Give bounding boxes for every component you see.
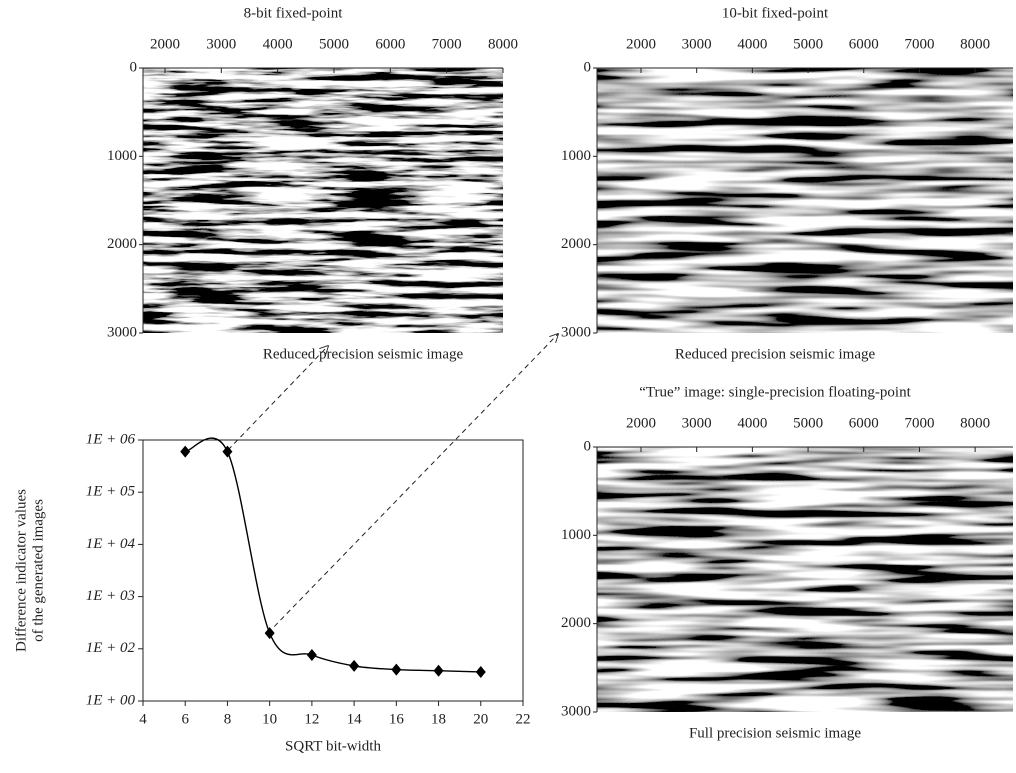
x-tick-label: 5000 — [793, 36, 823, 52]
y-tick-label: 1E + 05 — [86, 484, 136, 500]
arrow — [267, 334, 558, 634]
arrow — [227, 346, 328, 451]
x-tick-label: 5000 — [793, 415, 823, 431]
seismic-image — [597, 68, 1013, 333]
x-tick-label: 12 — [304, 711, 319, 727]
chart-title: 8-bit fixed-point — [244, 5, 344, 21]
seismic-image — [143, 68, 503, 333]
x-tick-label: 4000 — [737, 415, 767, 431]
x-tick-label: 6000 — [849, 36, 879, 52]
chart-title: “True” image: single-precision floating-… — [639, 384, 911, 400]
y-axis-label: of the generated images — [30, 499, 46, 642]
x-tick-label: 3000 — [206, 36, 236, 52]
x-tick-label: 20 — [473, 711, 488, 727]
y-tick-label: 2000 — [107, 236, 137, 252]
x-tick-label: 8000 — [960, 36, 990, 52]
x-tick-label: 2000 — [626, 415, 656, 431]
x-tick-label: 16 — [389, 711, 405, 727]
data-point — [433, 664, 444, 677]
x-tick-label: 18 — [431, 711, 446, 727]
y-tick-label: 0 — [584, 438, 592, 454]
y-tick-label: 1E + 02 — [86, 640, 136, 656]
x-tick-label: 8000 — [488, 36, 518, 52]
seismic-image — [597, 447, 1013, 712]
data-point — [264, 627, 275, 640]
x-axis-label: SQRT bit-width — [285, 738, 381, 754]
caption: Full precision seismic image — [689, 725, 861, 741]
x-tick-label: 7000 — [432, 36, 462, 52]
data-point — [391, 663, 402, 676]
plot-frame — [142, 439, 524, 702]
y-tick-label: 3000 — [561, 324, 591, 340]
y-tick-label: 1000 — [107, 148, 137, 164]
data-point — [180, 445, 191, 458]
x-tick-label: 8000 — [960, 415, 990, 431]
caption: Reduced precision seismic image — [263, 346, 464, 362]
y-tick-label: 1E + 06 — [86, 431, 136, 447]
x-tick-label: 22 — [516, 711, 531, 727]
x-tick-label: 7000 — [904, 36, 934, 52]
data-point — [475, 665, 486, 678]
x-tick-label: 4000 — [263, 36, 293, 52]
y-tick-label: 1E + 04 — [86, 536, 136, 552]
x-tick-label: 5000 — [319, 36, 349, 52]
y-tick-label: 2000 — [561, 615, 591, 631]
x-tick-label: 2000 — [150, 36, 180, 52]
x-tick-label: 6 — [181, 711, 189, 727]
caption: Reduced precision seismic image — [675, 346, 876, 362]
x-tick-label: 6000 — [849, 415, 879, 431]
x-tick-label: 8 — [224, 711, 232, 727]
x-tick-label: 2000 — [626, 36, 656, 52]
x-tick-label: 3000 — [682, 415, 712, 431]
y-tick-label: 1000 — [561, 527, 591, 543]
y-tick-label: 0 — [584, 59, 592, 75]
x-tick-label: 10 — [262, 711, 277, 727]
x-tick-label: 4 — [139, 711, 147, 727]
data-point — [222, 445, 233, 458]
x-tick-label: 3000 — [682, 36, 712, 52]
y-tick-label: 3000 — [107, 324, 137, 340]
y-tick-label: 2000 — [561, 236, 591, 252]
chart-title: 10-bit fixed-point — [722, 5, 829, 21]
x-tick-label: 4000 — [737, 36, 767, 52]
y-tick-label: 1E + 03 — [86, 588, 135, 604]
data-point — [306, 649, 317, 662]
y-tick-label: 3000 — [561, 703, 591, 719]
x-tick-label: 14 — [347, 711, 363, 727]
series-line — [185, 437, 481, 673]
data-point — [349, 659, 360, 672]
x-tick-label: 6000 — [375, 36, 405, 52]
x-tick-label: 7000 — [904, 415, 934, 431]
y-tick-label: 1000 — [561, 148, 591, 164]
y-axis-label: Difference indicator values — [13, 489, 29, 652]
y-tick-label: 0 — [130, 59, 138, 75]
y-tick-label: 1E + 00 — [86, 692, 136, 708]
